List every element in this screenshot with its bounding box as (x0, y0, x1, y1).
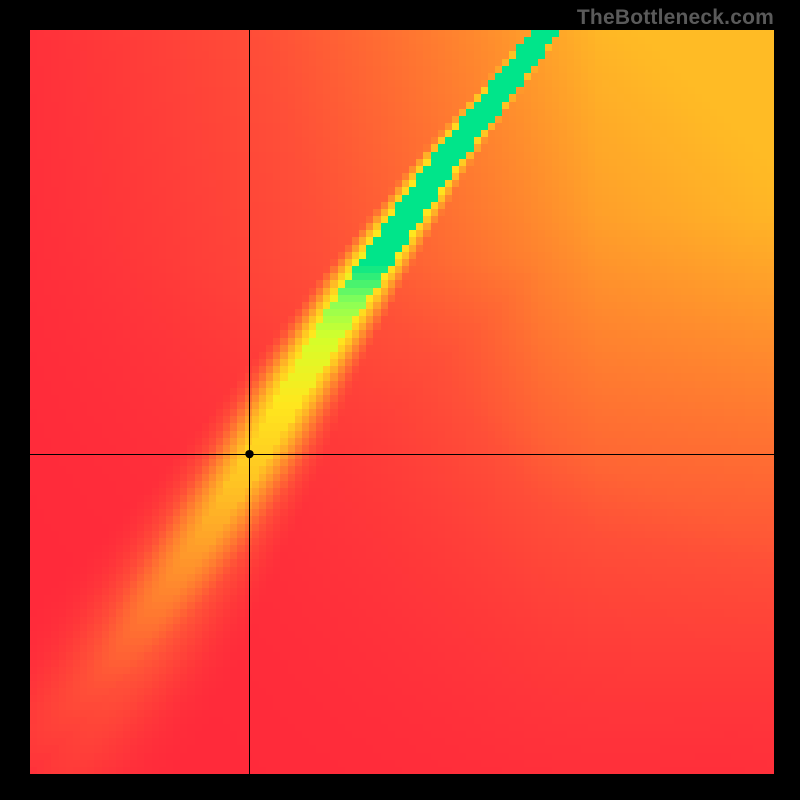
bottleneck-heatmap (0, 0, 800, 800)
chart-container: TheBottleneck.com (0, 0, 800, 800)
watermark-text: TheBottleneck.com (577, 6, 774, 30)
